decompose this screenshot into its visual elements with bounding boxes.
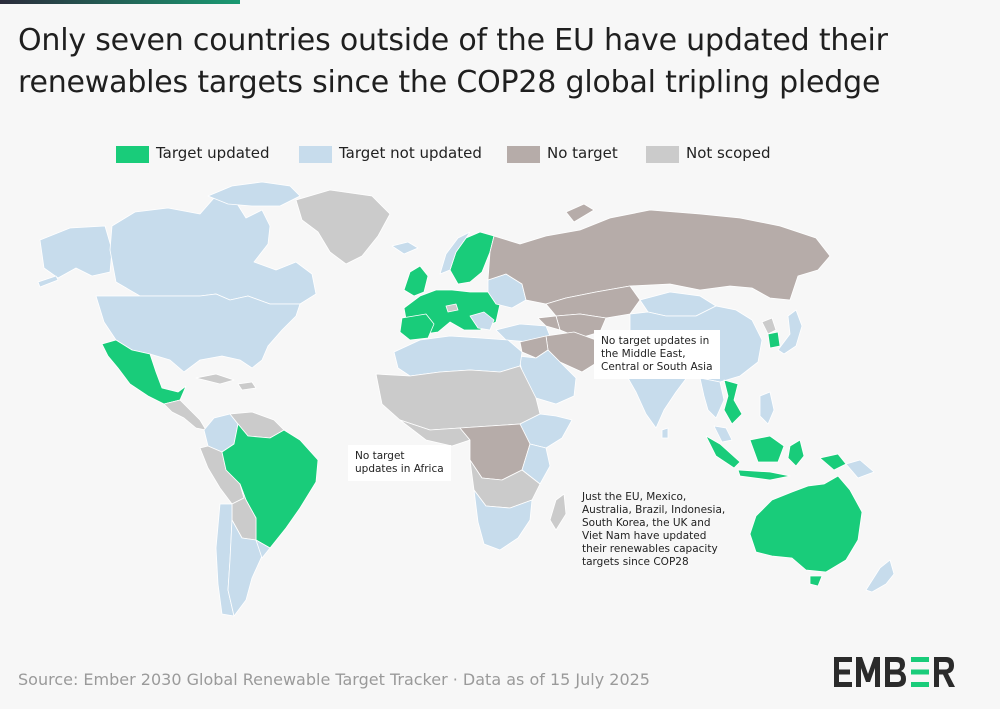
region-aleutians	[37, 275, 59, 288]
annotation-middle-east-line-1: No target updates in	[601, 335, 710, 347]
region-novaya-zemlya	[565, 203, 595, 223]
region-korea-north	[761, 317, 777, 335]
region-south-korea	[767, 331, 781, 349]
legend-label-no-target: No target	[547, 144, 618, 162]
region-viet-nam	[723, 379, 743, 425]
annotation-updated-countries: Just the EU, Mexico, Australia, Brazil, …	[582, 491, 725, 569]
region-central-america	[163, 399, 207, 431]
region-madagascar	[549, 493, 567, 531]
annotation-updated-line-5: their renewables capacity	[582, 543, 718, 555]
annotation-updated-line-1: Just the EU, Mexico,	[582, 491, 687, 503]
region-indonesia-papua	[819, 453, 847, 471]
annotation-africa-line-2: updates in Africa	[355, 463, 444, 475]
annotation-africa-line-1: No target	[355, 450, 405, 462]
annotation-updated-line-2: Australia, Brazil, Indonesia,	[582, 504, 726, 516]
annotation-middle-east-line-3: Central or South Asia	[601, 361, 713, 373]
title-line-1: Only seven countries outside of the EU h…	[18, 23, 888, 58]
annotation-middle-east-line-2: the Middle East,	[601, 348, 686, 360]
region-indonesia-borneo	[749, 435, 785, 463]
region-iberia	[399, 313, 435, 341]
region-uruguay	[255, 539, 271, 559]
region-hispaniola	[237, 381, 257, 391]
legend-swatch-target-updated	[116, 146, 149, 163]
legend-swatch-not-scoped	[646, 146, 679, 163]
region-north-africa	[393, 335, 523, 377]
region-indonesia-java	[737, 469, 791, 481]
region-sri-lanka	[661, 427, 669, 439]
region-tasmania	[809, 575, 823, 587]
region-east-africa	[521, 443, 551, 485]
region-caucasus	[537, 315, 561, 331]
annotation-updated-line-4: Viet Nam have updated	[582, 530, 707, 542]
region-indonesia-sumatra	[705, 435, 741, 469]
annotation-middle-east: No target updates in the Middle East, Ce…	[594, 330, 720, 379]
ember-logo	[834, 657, 955, 687]
legend-label-target-updated: Target updated	[156, 144, 270, 162]
annotation-africa: No target updates in Africa	[348, 445, 451, 481]
region-brazil	[221, 423, 319, 549]
region-philippines	[759, 391, 775, 425]
region-new-zealand	[865, 559, 895, 593]
chart-title: Only seven countries outside of the EU h…	[18, 20, 978, 104]
top-accent-bar	[0, 0, 240, 4]
source-note: Source: Ember 2030 Global Renewable Targ…	[18, 670, 650, 689]
title-line-2: renewables targets since the COP28 globa…	[18, 65, 881, 100]
region-norway	[439, 231, 471, 275]
region-indonesia-sulawesi	[787, 439, 805, 467]
region-alaska	[39, 225, 113, 279]
region-malaysia	[713, 425, 733, 443]
region-russia	[487, 209, 831, 305]
legend-swatch-no-target	[507, 146, 540, 163]
region-iceland	[391, 241, 419, 255]
region-japan	[777, 309, 803, 355]
region-balkans	[469, 311, 495, 331]
region-australia	[749, 475, 863, 573]
region-cuba	[195, 373, 235, 385]
region-papua-new-guinea	[845, 459, 875, 479]
annotation-updated-line-6: targets since COP28	[582, 556, 689, 568]
region-switzerland	[445, 303, 459, 313]
region-myanmar-thailand	[699, 377, 725, 419]
region-mexico	[101, 339, 187, 405]
world-map	[37, 181, 895, 617]
annotation-updated-line-3: South Korea, the UK and	[582, 517, 711, 529]
region-uk-ireland	[403, 265, 429, 297]
region-argentina	[227, 519, 263, 617]
region-greenland	[295, 189, 391, 265]
region-canada-islands	[207, 181, 301, 207]
legend-label-target-not-updated: Target not updated	[339, 144, 482, 162]
legend-swatch-target-not-updated	[299, 146, 332, 163]
legend-label-not-scoped: Not scoped	[686, 144, 771, 162]
region-canada	[109, 197, 317, 305]
region-southern-africa	[473, 489, 533, 551]
